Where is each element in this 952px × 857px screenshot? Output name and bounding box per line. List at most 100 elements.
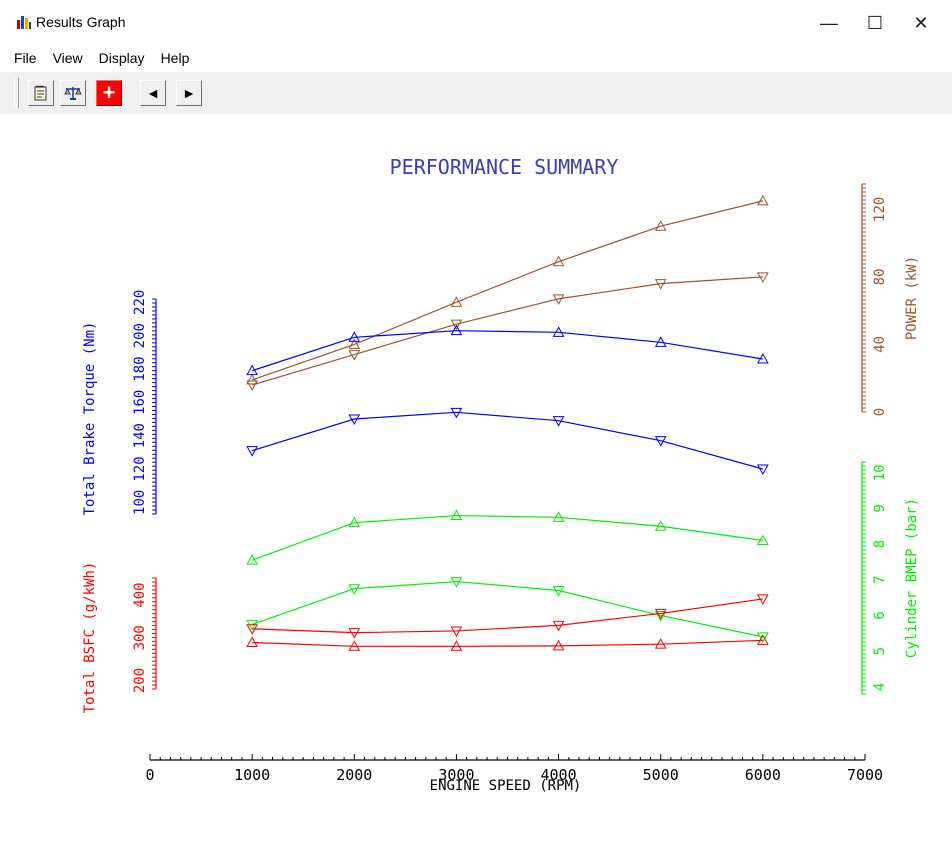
torque-tick-label: 200 [132, 323, 148, 348]
series-bsfc-up-point [757, 634, 769, 645]
series-torque-down-point [654, 436, 667, 447]
bmep-tick-label: 6 [872, 611, 888, 619]
series-bsfc-up-line [252, 639, 763, 647]
menu-file[interactable]: File [14, 50, 37, 66]
plus-icon: + [102, 80, 116, 105]
window-title: Results Graph [36, 14, 126, 30]
series-bmep-down-point [450, 577, 463, 588]
bmep-tick-label: 5 [872, 647, 888, 655]
torque-tick-label: 160 [132, 390, 148, 415]
series-power-down-point [246, 380, 258, 392]
balance-scale-icon [64, 87, 82, 100]
close-button[interactable]: ✕ [913, 12, 929, 33]
series-torque-down-point [757, 464, 769, 476]
x-tick-label: 4000 [541, 766, 577, 784]
series-bmep-down-line [251, 580, 763, 638]
menu-view[interactable]: View [52, 50, 83, 66]
series-bsfc-down-point [348, 628, 361, 639]
series-torque-down-point [450, 407, 463, 419]
bmep-tick-label: 10 [872, 464, 888, 481]
series-power-up-point [757, 194, 769, 206]
series-torque-up-point [654, 336, 667, 347]
series-power-up-point [348, 338, 361, 349]
series-torque-up-point [348, 331, 361, 342]
arrow-right-icon: ► [182, 85, 196, 101]
torque-tick-label: 140 [132, 423, 148, 448]
bsfc-tick-label: 300 [132, 625, 148, 650]
series-bmep-up-point [348, 516, 361, 528]
series-power-down-point [348, 350, 361, 361]
maximize-button[interactable]: ☐ [866, 12, 884, 33]
torque-tick-label: 100 [132, 490, 148, 515]
torque-axis-label: Total Brake Torque (Nm) [82, 322, 98, 516]
series-power-up-point [246, 373, 258, 385]
bmep-tick-label: 8 [872, 540, 888, 548]
series-power-down-point [757, 272, 769, 283]
bsfc-tick-label: 200 [132, 668, 148, 693]
series-bsfc-up-point [450, 640, 463, 651]
series-power-up-point [450, 296, 463, 307]
torque-tick-label: 180 [132, 356, 148, 381]
toolbar-grip[interactable] [14, 78, 19, 108]
notepad-button[interactable] [28, 80, 54, 106]
x-tick-label: 2000 [336, 766, 372, 784]
x-tick-label: 1000 [234, 766, 270, 784]
series-torque-up-point [552, 326, 565, 337]
next-button[interactable]: ► [176, 80, 202, 106]
x-tick-label: 5000 [643, 766, 679, 784]
x-tick-label: 6000 [745, 766, 781, 784]
series-bmep-up-point [757, 534, 769, 546]
series-torque-down-point [348, 414, 361, 426]
series-bmep-down-point [654, 610, 667, 622]
series-bmep-up-point [552, 511, 565, 522]
title-bar: Results Graph — ☐ ✕ [0, 0, 952, 46]
menu-display[interactable]: Display [98, 50, 145, 66]
power-tick-label: 40 [872, 336, 888, 353]
series-bsfc-down-point [246, 624, 258, 635]
series-torque-up-point [450, 324, 463, 336]
arrow-left-icon: ◄ [146, 85, 160, 101]
power-tick-label: 0 [872, 408, 888, 416]
power-tick-label: 120 [872, 197, 888, 222]
bmep-tick-label: 9 [872, 504, 888, 512]
series-bmep-down-point [552, 585, 565, 597]
power-axis-label: POWER (kW) [904, 256, 920, 340]
minimize-button[interactable]: — [820, 12, 838, 33]
series-bsfc-down-line [252, 598, 763, 634]
series-power-down-point [552, 294, 565, 305]
menu-help[interactable]: Help [160, 50, 190, 66]
series-torque-down-point [552, 416, 565, 427]
scale-button[interactable] [60, 80, 86, 106]
results-graph-app-icon [17, 16, 31, 29]
series-power-down-line [251, 276, 763, 386]
series-bmep-up-line [251, 514, 763, 561]
series-bsfc-up-point [654, 638, 667, 649]
add-button[interactable]: + [96, 80, 122, 106]
series-torque-up-point [246, 364, 258, 376]
series-bsfc-up-point [348, 640, 361, 651]
bmep-axis-label: Cylinder BMEP (bar) [904, 498, 920, 658]
series-power-down-point [654, 279, 667, 290]
toolbar: + ◄ ► [0, 72, 952, 114]
series-power-up-line [251, 200, 764, 381]
series-torque-down-point [246, 446, 258, 457]
bmep-tick-label: 7 [872, 576, 888, 584]
series-bsfc-down-point [552, 620, 565, 632]
x-axis-label: ENGINE SPEED (RPM) [430, 778, 582, 794]
series-bmep-up-point [450, 509, 463, 521]
power-tick-label: 80 [872, 268, 888, 285]
performance-chart: PERFORMANCE SUMMARY 0 1000 2000 3000 4000 500… [82, 155, 920, 794]
series-bmep-up-point [654, 520, 667, 531]
series-power-up-point [552, 255, 565, 267]
series-bsfc-down-point [654, 608, 667, 620]
x-tick-label: 0 [145, 766, 154, 784]
previous-button[interactable]: ◄ [140, 80, 166, 106]
series-bsfc-down-point [450, 626, 463, 637]
series-torque-up-point [757, 352, 769, 364]
menu-bar: File View Display Help [0, 48, 197, 70]
bsfc-axis-label: Total BSFC (g/kWh) [82, 562, 98, 714]
x-tick-label: 7000 [847, 766, 883, 784]
series-bsfc-up-point [552, 639, 565, 651]
bmep-tick-label: 4 [872, 683, 888, 691]
torque-tick-label: 220 [132, 290, 148, 315]
